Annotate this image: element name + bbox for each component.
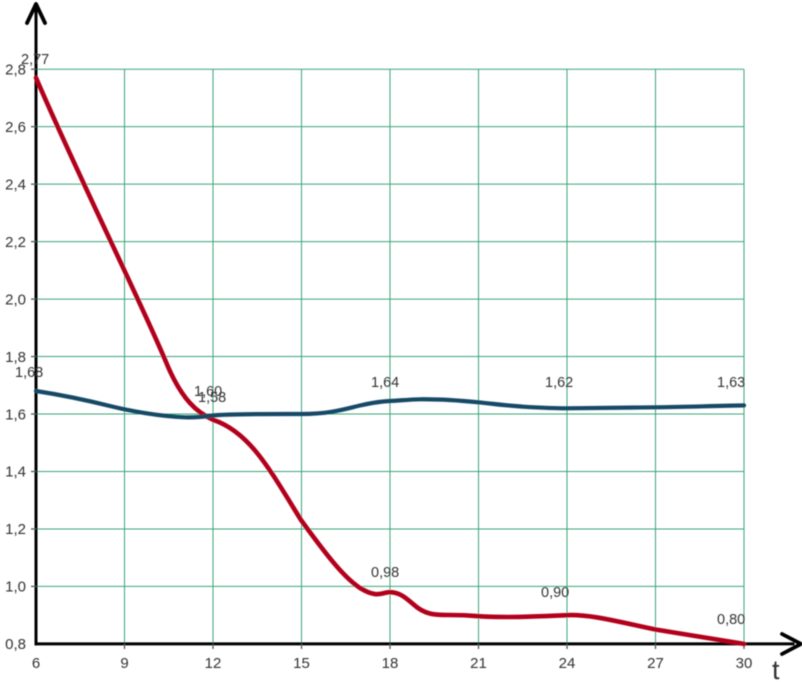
- svg-text:1,8: 1,8: [5, 349, 26, 366]
- svg-text:1,63: 1,63: [717, 375, 745, 391]
- svg-text:12: 12: [205, 655, 222, 672]
- svg-text:1,2: 1,2: [5, 521, 26, 538]
- svg-text:1,68: 1,68: [15, 365, 43, 381]
- svg-text:15: 15: [293, 655, 310, 672]
- svg-text:27: 27: [647, 655, 664, 672]
- svg-text:1,62: 1,62: [545, 375, 573, 391]
- svg-text:0,98: 0,98: [371, 565, 399, 581]
- svg-text:1,0: 1,0: [5, 579, 26, 596]
- svg-text:2,77: 2,77: [21, 52, 49, 68]
- svg-text:1,60: 1,60: [194, 384, 222, 400]
- svg-text:9: 9: [120, 655, 128, 672]
- svg-text:0,8: 0,8: [5, 636, 26, 653]
- svg-text:t: t: [772, 655, 780, 682]
- svg-text:2,0: 2,0: [5, 291, 26, 308]
- svg-text:2,4: 2,4: [5, 176, 26, 193]
- svg-text:2,2: 2,2: [5, 234, 26, 251]
- svg-text:1,6: 1,6: [5, 406, 26, 423]
- svg-text:2,6: 2,6: [5, 119, 26, 136]
- svg-text:1,64: 1,64: [371, 375, 399, 391]
- svg-text:18: 18: [382, 655, 399, 672]
- svg-text:0,80: 0,80: [717, 612, 745, 628]
- svg-text:24: 24: [559, 655, 576, 672]
- svg-text:30: 30: [736, 655, 753, 672]
- svg-text:0,90: 0,90: [541, 585, 569, 601]
- svg-text:1,4: 1,4: [5, 464, 26, 481]
- svg-text:21: 21: [470, 655, 487, 672]
- svg-text:6: 6: [32, 655, 40, 672]
